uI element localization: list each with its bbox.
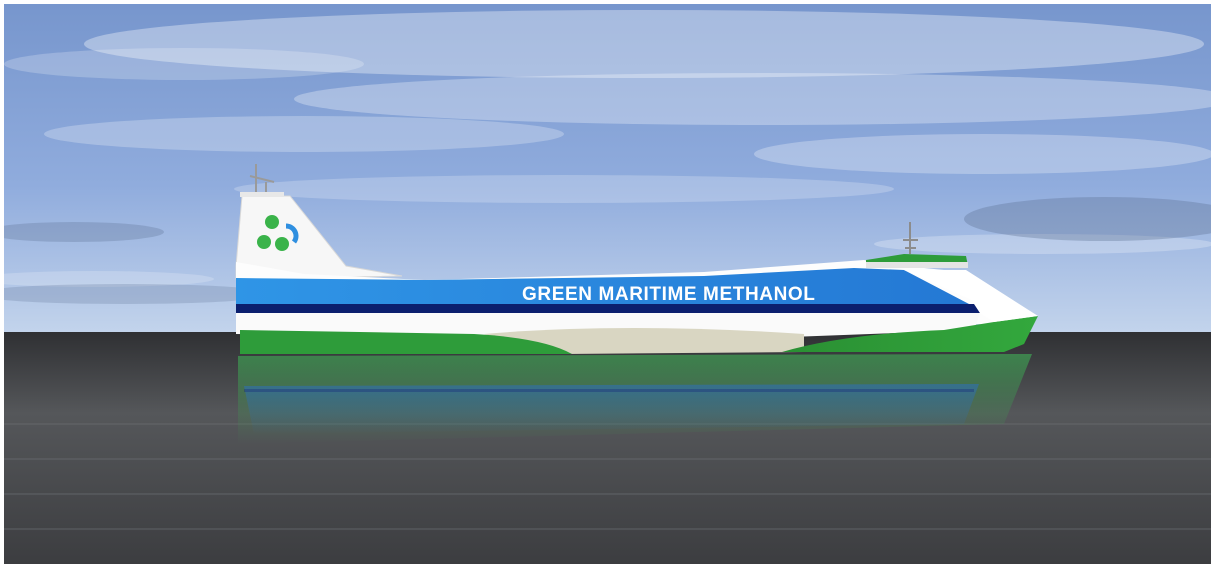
ship-name-label: GREEN MARITIME METHANOL (522, 284, 816, 305)
three-green-circles-logo-icon (257, 215, 299, 251)
hull-beige-underbody (484, 328, 804, 354)
cloud-shadows (4, 197, 1211, 304)
stern-mast (249, 164, 275, 192)
hull-green-stern (240, 330, 572, 354)
ship: GREEN MARITIME METHANOL (235, 164, 1038, 354)
ship-reflection (238, 354, 1032, 444)
bow-mast (903, 222, 918, 254)
hull-bow-white (904, 270, 1038, 322)
render-image: GREEN MARITIME METHANOL (4, 4, 1211, 564)
hull-blue-band (236, 268, 979, 312)
hull-lower-white (236, 313, 980, 338)
clouds (4, 10, 1211, 287)
forecastle-base (866, 262, 968, 268)
hull-navy-stripe (236, 304, 980, 313)
ship-scene: GREEN MARITIME METHANOL (4, 4, 1211, 564)
stern-mast-base (240, 192, 284, 197)
hull-green-bow (782, 316, 1038, 352)
